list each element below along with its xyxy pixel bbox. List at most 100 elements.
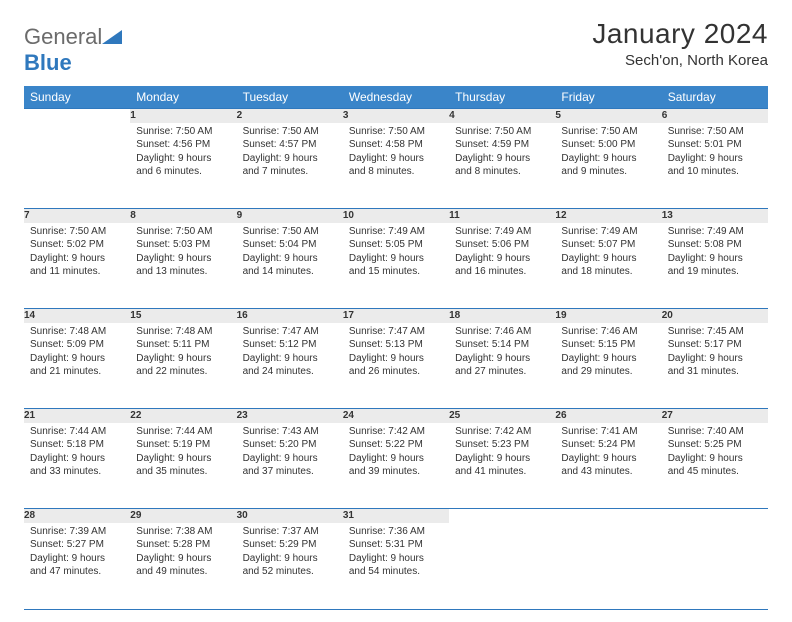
empty-day-cell — [24, 123, 130, 209]
day-header: Wednesday — [343, 86, 449, 109]
calendar-wrap: SundayMondayTuesdayWednesdayThursdayFrid… — [24, 86, 768, 610]
day-content-row: Sunrise: 7:44 AMSunset: 5:18 PMDaylight:… — [24, 423, 768, 509]
sunrise-line: Sunrise: 7:44 AM — [30, 425, 124, 439]
day-number: 1 — [130, 109, 236, 123]
daylight-line: Daylight: 9 hours and 35 minutes. — [136, 452, 230, 479]
day-number: 28 — [24, 509, 130, 523]
day-cell: Sunrise: 7:47 AMSunset: 5:13 PMDaylight:… — [343, 323, 449, 409]
sunrise-line: Sunrise: 7:46 AM — [455, 325, 549, 339]
day-cell: Sunrise: 7:43 AMSunset: 5:20 PMDaylight:… — [237, 423, 343, 509]
day-cell: Sunrise: 7:50 AMSunset: 5:01 PMDaylight:… — [662, 123, 768, 209]
sunrise-line: Sunrise: 7:50 AM — [668, 125, 762, 139]
day-cell: Sunrise: 7:38 AMSunset: 5:28 PMDaylight:… — [130, 523, 236, 609]
sunrise-line: Sunrise: 7:45 AM — [668, 325, 762, 339]
day-header: Monday — [130, 86, 236, 109]
daylight-line: Daylight: 9 hours and 21 minutes. — [30, 352, 124, 379]
sunset-line: Sunset: 5:22 PM — [349, 438, 443, 452]
sunset-line: Sunset: 5:13 PM — [349, 338, 443, 352]
day-number: 25 — [449, 409, 555, 423]
day-cell: Sunrise: 7:37 AMSunset: 5:29 PMDaylight:… — [237, 523, 343, 609]
daylight-line: Daylight: 9 hours and 43 minutes. — [561, 452, 655, 479]
day-cell: Sunrise: 7:44 AMSunset: 5:19 PMDaylight:… — [130, 423, 236, 509]
day-content-row: Sunrise: 7:50 AMSunset: 5:02 PMDaylight:… — [24, 223, 768, 309]
daylight-line: Daylight: 9 hours and 37 minutes. — [243, 452, 337, 479]
day-cell: Sunrise: 7:50 AMSunset: 5:03 PMDaylight:… — [130, 223, 236, 309]
sunset-line: Sunset: 5:27 PM — [30, 538, 124, 552]
day-cell: Sunrise: 7:36 AMSunset: 5:31 PMDaylight:… — [343, 523, 449, 609]
day-number: 9 — [237, 209, 343, 223]
sunset-line: Sunset: 5:07 PM — [561, 238, 655, 252]
daylight-line: Daylight: 9 hours and 33 minutes. — [30, 452, 124, 479]
sunset-line: Sunset: 5:20 PM — [243, 438, 337, 452]
logo: GeneralBlue — [24, 18, 122, 76]
day-number: 16 — [237, 309, 343, 323]
day-number: 13 — [662, 209, 768, 223]
daylight-line: Daylight: 9 hours and 9 minutes. — [561, 152, 655, 179]
day-number: 6 — [662, 109, 768, 123]
sunrise-line: Sunrise: 7:38 AM — [136, 525, 230, 539]
day-number: 17 — [343, 309, 449, 323]
day-number: 11 — [449, 209, 555, 223]
day-number: 4 — [449, 109, 555, 123]
day-cell: Sunrise: 7:50 AMSunset: 4:56 PMDaylight:… — [130, 123, 236, 209]
logo-part2: Blue — [24, 50, 72, 75]
day-cell: Sunrise: 7:49 AMSunset: 5:07 PMDaylight:… — [555, 223, 661, 309]
logo-text: GeneralBlue — [24, 24, 122, 76]
sunrise-line: Sunrise: 7:50 AM — [243, 125, 337, 139]
day-cell: Sunrise: 7:48 AMSunset: 5:11 PMDaylight:… — [130, 323, 236, 409]
day-header-row: SundayMondayTuesdayWednesdayThursdayFrid… — [24, 86, 768, 109]
sunset-line: Sunset: 4:56 PM — [136, 138, 230, 152]
sunrise-line: Sunrise: 7:47 AM — [243, 325, 337, 339]
day-number: 2 — [237, 109, 343, 123]
day-content-row: Sunrise: 7:39 AMSunset: 5:27 PMDaylight:… — [24, 523, 768, 609]
sunset-line: Sunset: 5:24 PM — [561, 438, 655, 452]
sunrise-line: Sunrise: 7:49 AM — [349, 225, 443, 239]
sunset-line: Sunset: 5:14 PM — [455, 338, 549, 352]
sunset-line: Sunset: 5:12 PM — [243, 338, 337, 352]
empty-day-number — [555, 509, 661, 523]
sunrise-line: Sunrise: 7:50 AM — [349, 125, 443, 139]
sunset-line: Sunset: 5:31 PM — [349, 538, 443, 552]
day-number: 14 — [24, 309, 130, 323]
sunset-line: Sunset: 5:01 PM — [668, 138, 762, 152]
day-cell: Sunrise: 7:46 AMSunset: 5:15 PMDaylight:… — [555, 323, 661, 409]
day-number-row: 123456 — [24, 109, 768, 123]
day-cell: Sunrise: 7:39 AMSunset: 5:27 PMDaylight:… — [24, 523, 130, 609]
sunset-line: Sunset: 5:09 PM — [30, 338, 124, 352]
day-number: 23 — [237, 409, 343, 423]
day-number: 29 — [130, 509, 236, 523]
logo-part1: General — [24, 24, 102, 49]
day-cell: Sunrise: 7:49 AMSunset: 5:06 PMDaylight:… — [449, 223, 555, 309]
daylight-line: Daylight: 9 hours and 47 minutes. — [30, 552, 124, 579]
daylight-line: Daylight: 9 hours and 24 minutes. — [243, 352, 337, 379]
sunrise-line: Sunrise: 7:47 AM — [349, 325, 443, 339]
sunset-line: Sunset: 4:59 PM — [455, 138, 549, 152]
day-number: 22 — [130, 409, 236, 423]
sunset-line: Sunset: 5:03 PM — [136, 238, 230, 252]
day-number: 21 — [24, 409, 130, 423]
daylight-line: Daylight: 9 hours and 26 minutes. — [349, 352, 443, 379]
day-number: 26 — [555, 409, 661, 423]
daylight-line: Daylight: 9 hours and 52 minutes. — [243, 552, 337, 579]
day-cell: Sunrise: 7:45 AMSunset: 5:17 PMDaylight:… — [662, 323, 768, 409]
daylight-line: Daylight: 9 hours and 6 minutes. — [136, 152, 230, 179]
sunset-line: Sunset: 5:23 PM — [455, 438, 549, 452]
sunrise-line: Sunrise: 7:50 AM — [136, 125, 230, 139]
day-number-row: 21222324252627 — [24, 409, 768, 423]
sunset-line: Sunset: 5:05 PM — [349, 238, 443, 252]
sunset-line: Sunset: 5:18 PM — [30, 438, 124, 452]
sunrise-line: Sunrise: 7:49 AM — [561, 225, 655, 239]
day-content-row: Sunrise: 7:48 AMSunset: 5:09 PMDaylight:… — [24, 323, 768, 409]
sunset-line: Sunset: 5:04 PM — [243, 238, 337, 252]
daylight-line: Daylight: 9 hours and 18 minutes. — [561, 252, 655, 279]
sunrise-line: Sunrise: 7:36 AM — [349, 525, 443, 539]
daylight-line: Daylight: 9 hours and 14 minutes. — [243, 252, 337, 279]
day-cell: Sunrise: 7:42 AMSunset: 5:23 PMDaylight:… — [449, 423, 555, 509]
day-cell: Sunrise: 7:50 AMSunset: 4:59 PMDaylight:… — [449, 123, 555, 209]
sunset-line: Sunset: 5:28 PM — [136, 538, 230, 552]
calendar-page: GeneralBlue January 2024 Sech'on, North … — [0, 0, 792, 622]
day-number: 19 — [555, 309, 661, 323]
day-header: Friday — [555, 86, 661, 109]
daylight-line: Daylight: 9 hours and 19 minutes. — [668, 252, 762, 279]
day-number: 20 — [662, 309, 768, 323]
